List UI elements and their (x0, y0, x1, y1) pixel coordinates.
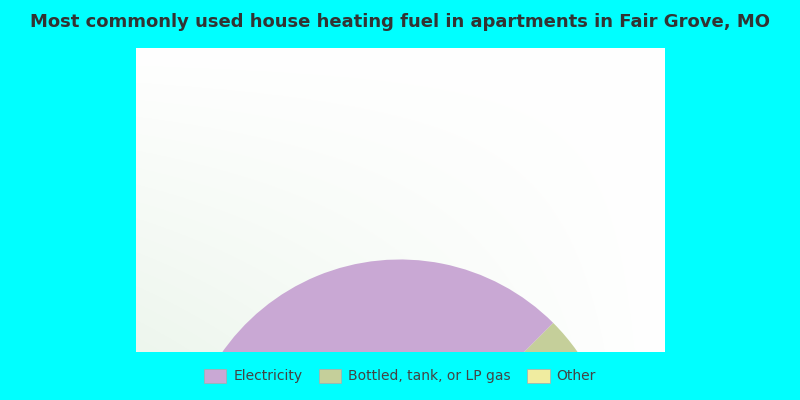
Wedge shape (484, 323, 616, 400)
Wedge shape (183, 260, 554, 400)
Text: Most commonly used house heating fuel in apartments in Fair Grove, MO: Most commonly used house heating fuel in… (30, 13, 770, 31)
Legend: Electricity, Bottled, tank, or LP gas, Other: Electricity, Bottled, tank, or LP gas, O… (198, 363, 602, 389)
